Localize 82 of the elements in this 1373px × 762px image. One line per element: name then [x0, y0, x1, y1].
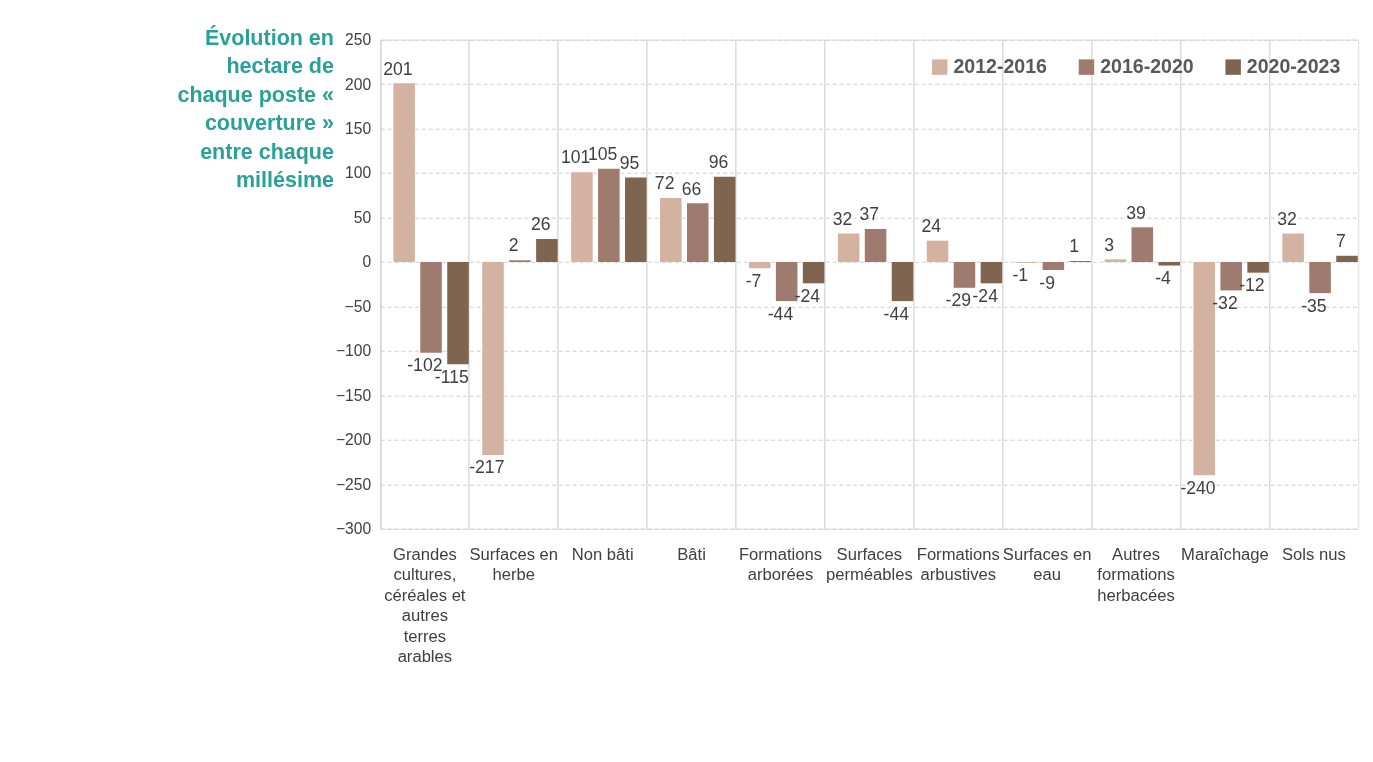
bar — [1158, 262, 1180, 266]
y-tick-label: 0 — [362, 253, 372, 271]
data-label: 3 — [1104, 234, 1115, 255]
bar — [953, 262, 976, 288]
data-label: -24 — [972, 285, 999, 306]
data-label: 72 — [654, 173, 675, 194]
x-tick-label: Surfaces perméables — [825, 544, 913, 585]
data-label: 37 — [859, 204, 880, 225]
x-tick-label: Maraîchage — [1181, 544, 1269, 564]
x-tick-label: Surfaces en herbe — [469, 544, 559, 585]
y-tick-label: −200 — [335, 431, 372, 449]
data-label: -240 — [1180, 477, 1216, 498]
data-label: 66 — [681, 178, 702, 199]
x-tick-label: Bâti — [677, 544, 706, 564]
data-label: 32 — [832, 208, 853, 229]
x-tick-label: Grandes cultures, céréales et autres terres arables — [384, 544, 466, 667]
legend-label: 2016-2020 — [1100, 54, 1194, 77]
bar — [1104, 259, 1127, 262]
data-label: 32 — [1277, 208, 1297, 229]
data-label: 201 — [383, 58, 413, 79]
bar — [837, 233, 860, 262]
y-axis-title: Évolution en hectare de chaque poste « couverture » entre chaque millésime — [177, 25, 334, 192]
bar — [1131, 227, 1154, 262]
x-tick-label: Sols nus — [1282, 544, 1346, 564]
y-tick-label: −250 — [335, 475, 372, 493]
data-label: 96 — [708, 151, 729, 172]
data-label: -4 — [1155, 268, 1172, 289]
bar — [926, 240, 949, 262]
data-label: -29 — [945, 290, 971, 311]
data-label: -7 — [745, 270, 762, 291]
data-label: 95 — [619, 152, 640, 173]
x-tick-label: Surfaces en eau — [1002, 544, 1092, 585]
bar — [686, 203, 709, 262]
data-label: 26 — [530, 214, 551, 235]
bar — [1220, 262, 1242, 291]
x-tick-label: Non bâti — [571, 544, 634, 564]
bar — [571, 172, 593, 262]
bar — [447, 262, 469, 365]
bar — [420, 262, 442, 353]
x-tick-label: Formations arbustives — [916, 544, 1000, 585]
y-tick-label: −100 — [335, 342, 372, 360]
bar — [802, 262, 825, 284]
data-label: -1 — [1012, 265, 1029, 286]
data-label: 39 — [1126, 202, 1146, 223]
y-tick-label: 200 — [345, 75, 372, 93]
bar — [1042, 262, 1065, 270]
y-tick-label: −150 — [335, 386, 372, 404]
y-tick-label: −50 — [344, 297, 372, 315]
y-tick-label: −300 — [335, 520, 372, 538]
data-label: -35 — [1301, 295, 1327, 316]
y-tick-label: 50 — [353, 208, 372, 226]
bar — [864, 229, 887, 262]
y-tick-label: 100 — [345, 164, 372, 182]
data-label: -9 — [1039, 272, 1055, 293]
x-tick-label: Formations arborées — [738, 544, 823, 585]
data-label: 7 — [1335, 230, 1346, 251]
data-label: -217 — [469, 457, 505, 478]
data-label: -44 — [767, 303, 794, 324]
bar — [980, 262, 1003, 284]
data-label: -44 — [883, 303, 910, 324]
y-tick-label: 250 — [345, 31, 372, 49]
bar — [713, 176, 736, 262]
data-label: 24 — [921, 215, 942, 236]
bar — [1309, 262, 1331, 294]
bar — [660, 197, 682, 262]
data-label: 1 — [1069, 236, 1080, 257]
bar — [598, 168, 620, 262]
data-label: 2 — [508, 235, 519, 256]
legend-label: 2020-2023 — [1246, 54, 1341, 77]
bar — [625, 177, 647, 262]
x-tick-label: Autres formations herbacées — [1097, 544, 1175, 605]
legend-label: 2012-2016 — [953, 54, 1048, 77]
bar — [748, 262, 771, 269]
y-tick-label: 150 — [345, 120, 372, 138]
bar — [536, 238, 558, 262]
bar — [1282, 233, 1304, 262]
bar — [482, 262, 504, 455]
data-label: -32 — [1212, 293, 1238, 314]
bar — [1336, 255, 1358, 262]
bar — [393, 83, 415, 262]
bar — [891, 262, 914, 302]
bar — [1247, 262, 1269, 273]
